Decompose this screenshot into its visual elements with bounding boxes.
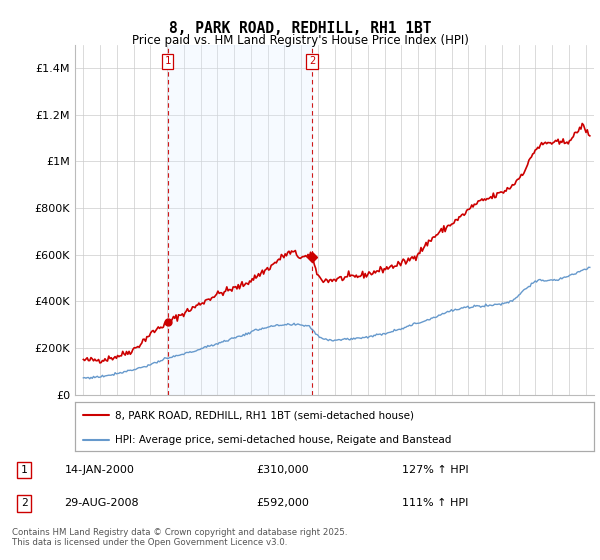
Text: Price paid vs. HM Land Registry's House Price Index (HPI): Price paid vs. HM Land Registry's House … bbox=[131, 34, 469, 46]
Text: £310,000: £310,000 bbox=[256, 465, 309, 475]
Text: 2: 2 bbox=[309, 56, 315, 66]
Text: 127% ↑ HPI: 127% ↑ HPI bbox=[402, 465, 469, 475]
Text: 14-JAN-2000: 14-JAN-2000 bbox=[64, 465, 134, 475]
Bar bbox=[168, 45, 312, 395]
Text: 29-AUG-2008: 29-AUG-2008 bbox=[64, 498, 139, 508]
Text: £592,000: £592,000 bbox=[256, 498, 310, 508]
Text: 1: 1 bbox=[164, 56, 171, 66]
Text: 2: 2 bbox=[21, 498, 28, 508]
Text: 8, PARK ROAD, REDHILL, RH1 1BT: 8, PARK ROAD, REDHILL, RH1 1BT bbox=[169, 21, 431, 36]
Text: 111% ↑ HPI: 111% ↑ HPI bbox=[402, 498, 469, 508]
Text: Contains HM Land Registry data © Crown copyright and database right 2025.
This d: Contains HM Land Registry data © Crown c… bbox=[12, 528, 347, 547]
Text: 1: 1 bbox=[21, 465, 28, 475]
Text: HPI: Average price, semi-detached house, Reigate and Banstead: HPI: Average price, semi-detached house,… bbox=[115, 435, 452, 445]
Text: 8, PARK ROAD, REDHILL, RH1 1BT (semi-detached house): 8, PARK ROAD, REDHILL, RH1 1BT (semi-det… bbox=[115, 410, 415, 421]
FancyBboxPatch shape bbox=[75, 402, 594, 451]
